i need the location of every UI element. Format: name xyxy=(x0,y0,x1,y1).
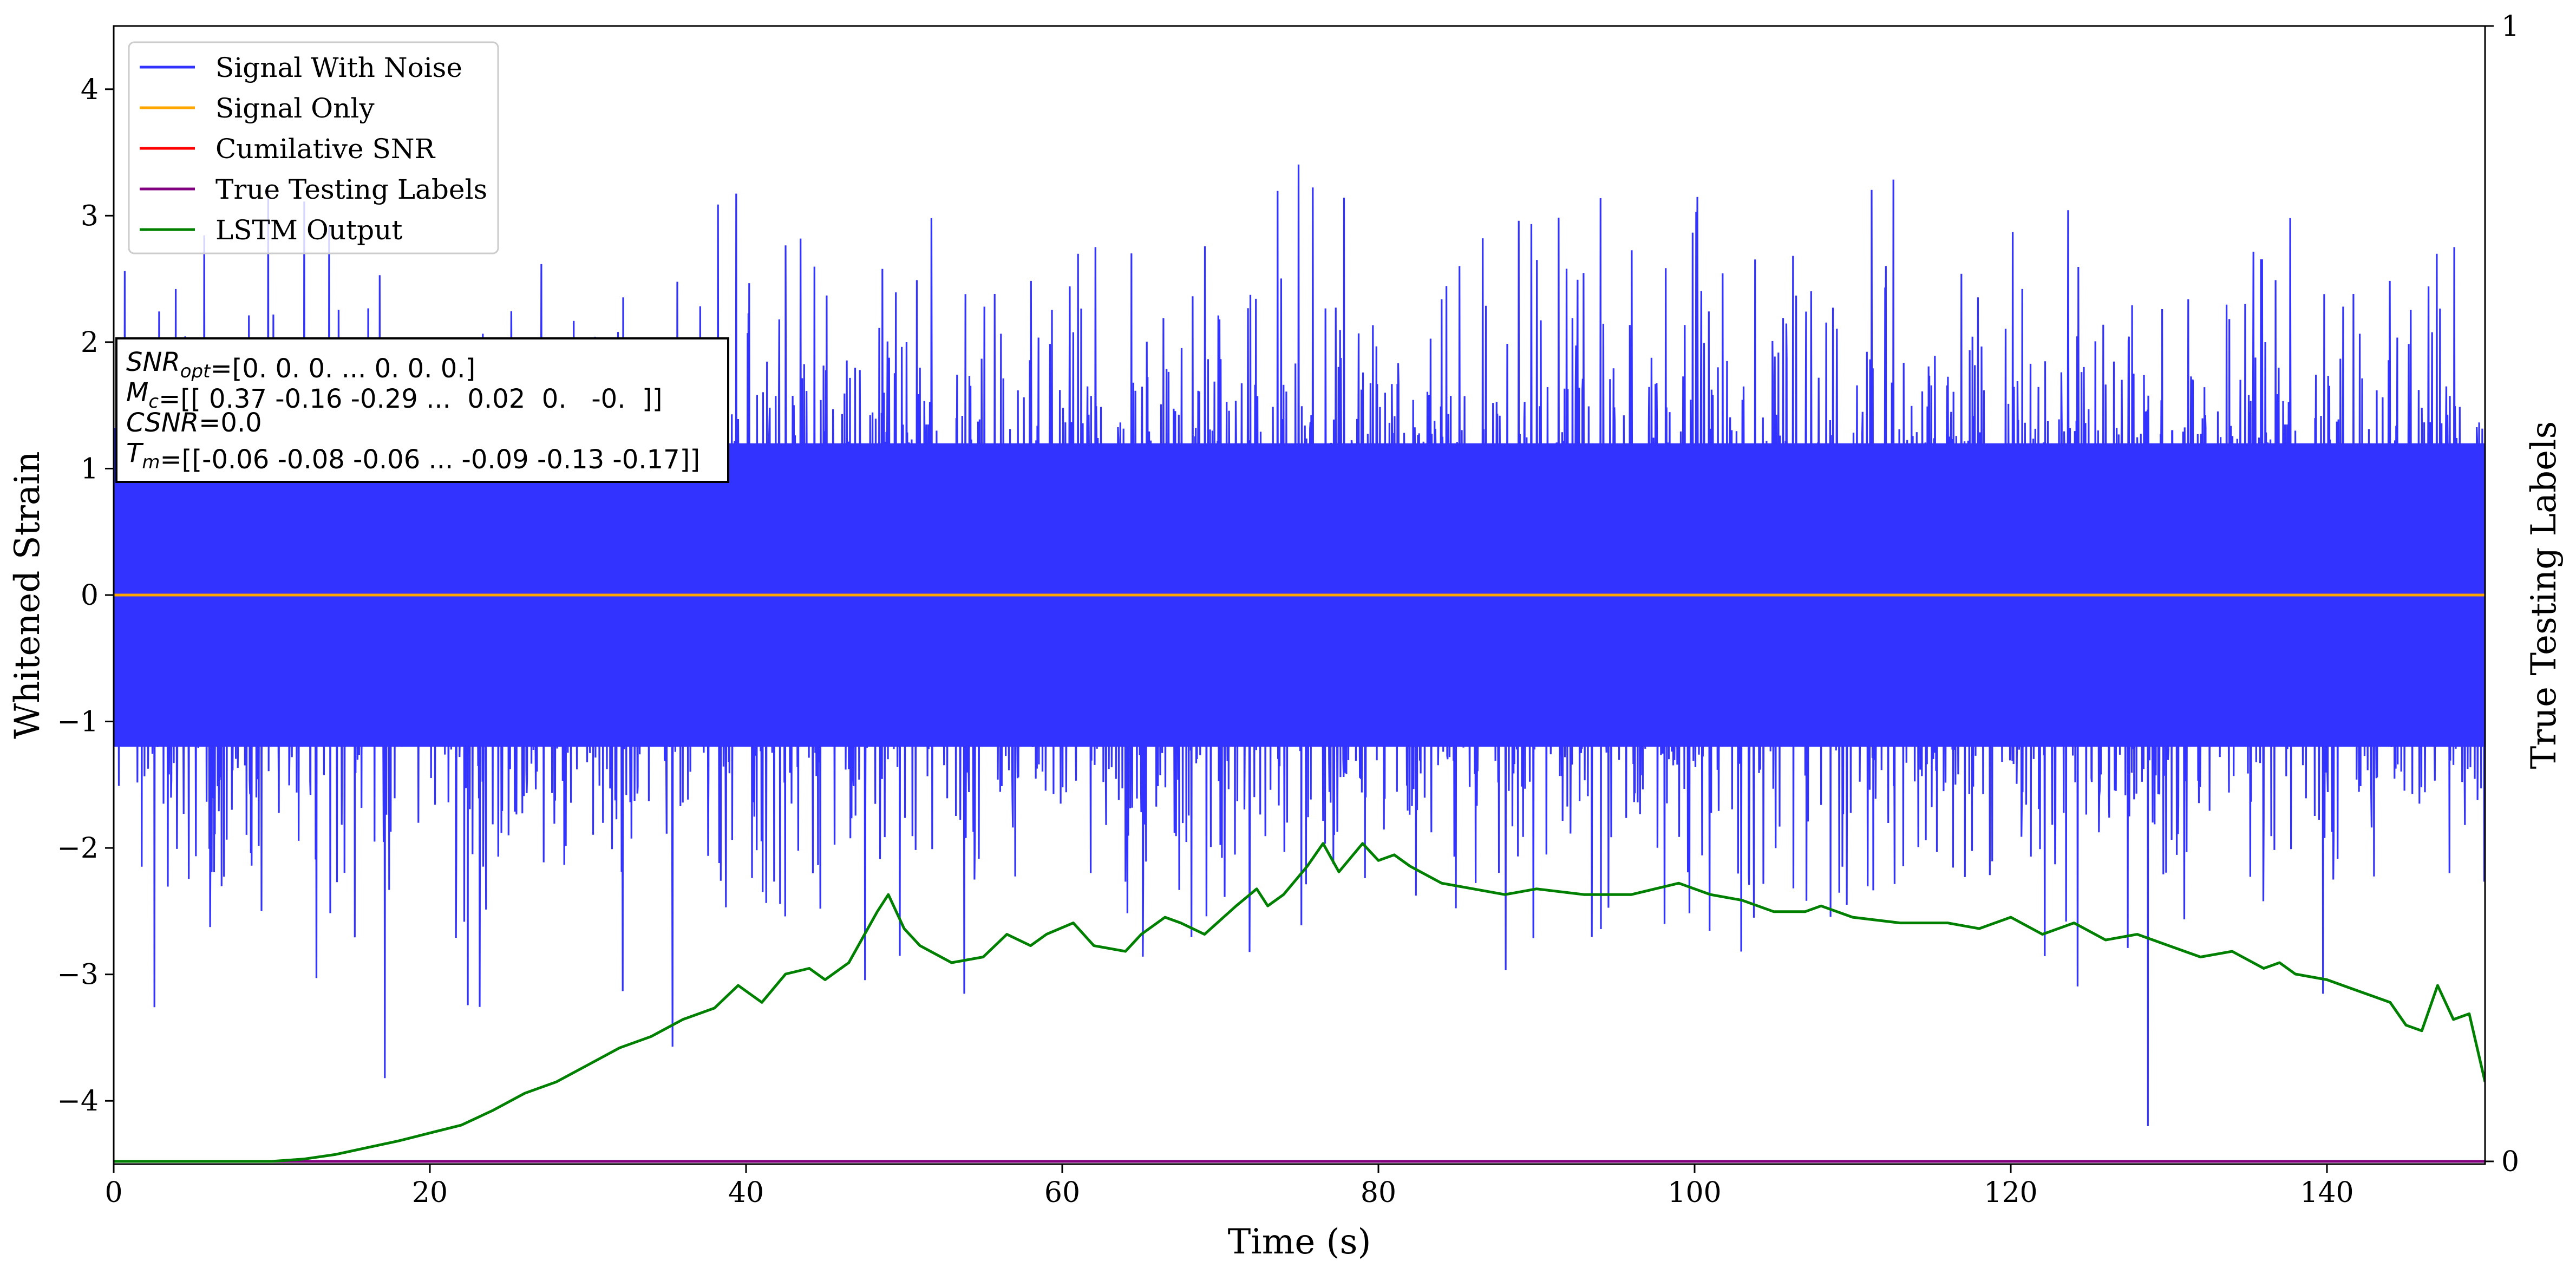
y-axis-label: Whitened Strain xyxy=(8,451,48,739)
y-tick-label-2: −2 xyxy=(57,832,99,865)
annotation-line-2: CSNR=0.0 xyxy=(126,408,262,438)
legend-box xyxy=(128,41,499,254)
x-axis-label: Time (s) xyxy=(1228,1222,1371,1262)
y-tick-label-4: 0 xyxy=(81,579,99,612)
noise-series-layer xyxy=(114,164,2485,1126)
legend: Signal With Noise Signal Only Cumilative S… xyxy=(128,41,499,254)
y2-tick-label-0: 0 xyxy=(2501,1146,2519,1178)
legend-label-4: LSTM Output xyxy=(215,214,402,246)
legend-label-2: Cumilative SNR xyxy=(215,133,435,165)
x-tick-label-4: 80 xyxy=(1361,1177,1396,1209)
x-tick-label-2: 40 xyxy=(728,1177,764,1209)
annotation-line-1: Mc=[[ 0.37 -0.16 -0.29 ... 0.02 0. -0. ]… xyxy=(126,377,662,414)
y-tick-label-3: −1 xyxy=(57,706,99,739)
x-tick-label-1: 20 xyxy=(412,1177,448,1209)
y-tick-label-6: 2 xyxy=(81,326,99,359)
y-tick-label-8: 4 xyxy=(81,74,99,106)
line-series-layer xyxy=(114,593,2485,1163)
x-tick-label-3: 60 xyxy=(1044,1177,1080,1209)
legend-label-3: True Testing Labels xyxy=(215,174,487,205)
y-tick-label-5: 1 xyxy=(81,453,99,485)
series-4-line xyxy=(114,842,2485,1163)
x-tick-label-0: 0 xyxy=(104,1177,122,1209)
y2-axis-label: True Testing Labels xyxy=(2524,421,2564,769)
annotation-line-3: Tm=[[-0.06 -0.08 -0.06 ... -0.09 -0.13 -… xyxy=(126,438,700,475)
x-tick-label-5: 100 xyxy=(1668,1177,1721,1209)
x-tick-label-6: 120 xyxy=(1984,1177,2037,1209)
legend-label-0: Signal With Noise xyxy=(215,52,462,83)
legend-label-1: Signal Only xyxy=(215,93,375,124)
y-tick-label-0: −4 xyxy=(57,1085,99,1118)
annotation-line-0: SNRopt=[0. 0. 0. ... 0. 0. 0.] xyxy=(126,347,475,384)
annotation-box: SNRopt=[0. 0. 0. ... 0. 0. 0.]Mc=[[ 0.37… xyxy=(115,337,729,483)
annotation-frame xyxy=(115,337,729,483)
y-tick-label-7: 3 xyxy=(81,200,99,232)
y-tick-label-1: −3 xyxy=(57,959,99,991)
y2-tick-label-1: 1 xyxy=(2501,10,2519,43)
x-tick-label-7: 140 xyxy=(2300,1177,2353,1209)
